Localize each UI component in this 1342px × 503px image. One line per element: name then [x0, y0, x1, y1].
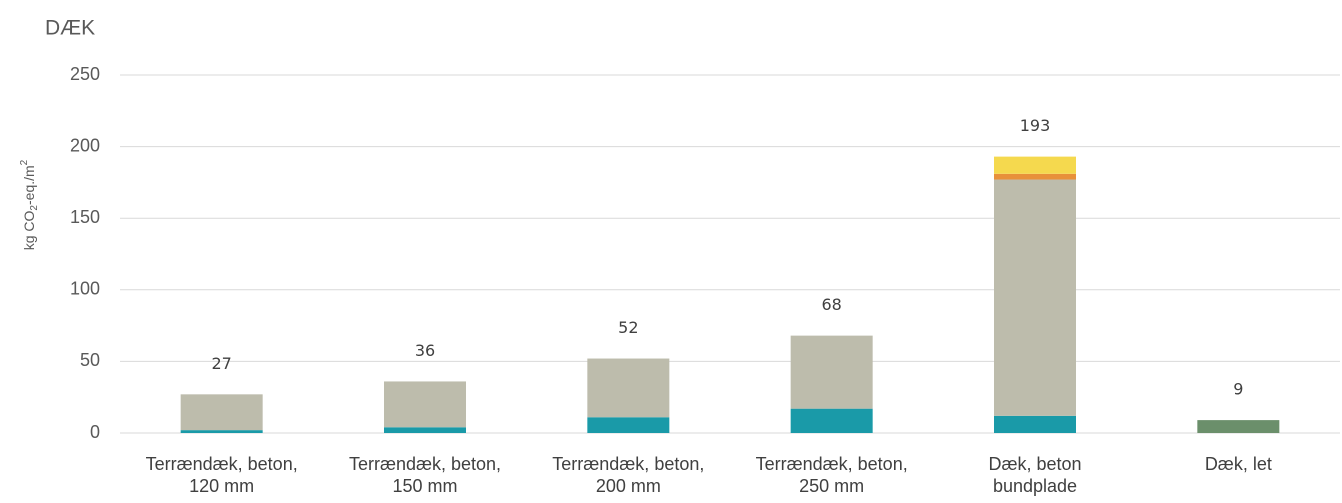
bar-segment — [790, 335, 873, 409]
x-tick-line: Dæk, beton — [988, 454, 1081, 474]
x-tick-line: Terrændæk, beton, — [146, 454, 298, 474]
data-label: 9 — [1233, 380, 1243, 399]
data-label: 27 — [211, 354, 231, 373]
x-tick-label: Dæk, beton bundplade — [988, 454, 1081, 496]
bar-segment — [1197, 420, 1280, 433]
bar-segment — [180, 394, 263, 431]
x-tick-line: 150 mm — [392, 476, 457, 496]
x-tick-line: 200 mm — [596, 476, 661, 496]
y-tick-label: 250 — [70, 64, 100, 84]
y-tick-label: 200 — [70, 135, 100, 155]
bar-segment — [587, 417, 670, 433]
y-tick-label: 150 — [70, 207, 100, 227]
bar-segment — [384, 381, 466, 428]
x-tick-label: Terrændæk, beton, 200 mm — [552, 454, 704, 496]
y-tick-label: 50 — [80, 350, 100, 370]
x-tick-label: Terrændæk, beton, 250 mm — [756, 454, 908, 496]
y-label-sub: 2 — [29, 205, 40, 211]
y-label-sup: 2 — [19, 159, 30, 165]
bar-segment — [384, 427, 466, 433]
chart-title: DÆK — [45, 17, 95, 40]
data-label: 52 — [618, 318, 638, 337]
y-label-part: -eq./m — [21, 165, 37, 205]
y-tick-label: 0 — [90, 422, 100, 442]
y-label-part: kg CO — [21, 210, 37, 250]
x-tick-line: Terrændæk, beton, — [349, 454, 501, 474]
x-tick-line: Dæk, let — [1205, 454, 1272, 474]
x-tick-line: bundplade — [993, 476, 1077, 496]
bar-segment — [994, 415, 1076, 433]
data-label: 36 — [415, 341, 435, 360]
y-tick-label: 100 — [70, 279, 100, 299]
x-tick-label: Terrændæk, beton, 150 mm — [349, 454, 501, 496]
x-tick-line: 120 mm — [189, 476, 254, 496]
data-label: 193 — [1020, 116, 1051, 135]
x-tick-label: Terrændæk, beton, 120 mm — [146, 454, 298, 496]
data-label: 68 — [821, 295, 841, 314]
bar-segment — [994, 156, 1076, 174]
bar-segment — [790, 408, 873, 433]
y-axis-label: kg CO2-eq./m2 — [19, 159, 40, 250]
bar-segment — [180, 430, 263, 433]
bar-segment — [587, 358, 670, 418]
x-tick-line: Terrændæk, beton, — [756, 454, 908, 474]
bar-segment — [994, 173, 1076, 180]
bar-segment — [994, 179, 1076, 416]
x-tick-label: Dæk, let — [1205, 454, 1272, 474]
x-tick-line: Terrændæk, beton, — [552, 454, 704, 474]
x-tick-line: 250 mm — [799, 476, 864, 496]
